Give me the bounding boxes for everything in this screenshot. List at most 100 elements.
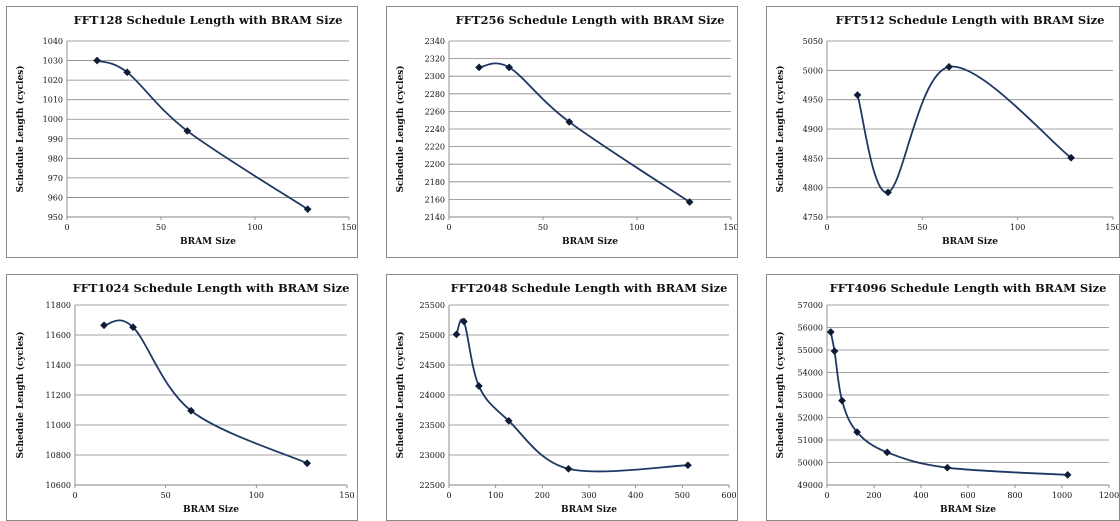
x-tick-label: 1200	[1099, 491, 1119, 500]
y-tick-label: 4750	[803, 213, 823, 222]
data-point-marker	[505, 63, 514, 72]
x-tick-label: 100	[247, 223, 262, 232]
chart-title: FFT2048 Schedule Length with BRAM Size	[451, 281, 728, 295]
y-tick-label: 4950	[803, 96, 823, 105]
y-tick-label: 2140	[425, 213, 445, 222]
y-tick-label: 2260	[425, 107, 445, 116]
data-point-marker	[187, 406, 196, 415]
y-tick-label: 11000	[46, 421, 71, 430]
y-tick-label: 2160	[425, 195, 445, 204]
y-tick-label: 4800	[803, 184, 823, 193]
x-tick-label: 200	[535, 491, 550, 500]
y-tick-label: 1040	[43, 37, 63, 46]
y-tick-label: 5050	[803, 37, 823, 46]
data-point-marker	[129, 323, 137, 332]
data-point-marker	[853, 428, 862, 437]
y-axis-label: Schedule Length (cycles)	[15, 331, 26, 458]
data-point-marker	[504, 416, 513, 425]
y-tick-label: 56000	[798, 324, 823, 333]
data-point-marker	[1063, 470, 1072, 479]
y-tick-label: 53000	[798, 391, 823, 400]
y-tick-label: 4900	[803, 125, 823, 134]
data-point-marker	[884, 188, 892, 197]
data-point-marker	[452, 330, 461, 339]
y-tick-label: 23500	[420, 421, 445, 430]
x-tick-label: 0	[824, 223, 829, 232]
y-tick-label: 54000	[798, 369, 823, 378]
data-point-marker	[564, 464, 573, 473]
chart-svg: FFT512 Schedule Length with BRAM Size 475…	[775, 13, 1119, 247]
y-tick-label: 49000	[798, 481, 823, 490]
y-axis-label: Schedule Length (cycles)	[775, 331, 786, 458]
y-tick-label: 23000	[420, 451, 445, 460]
x-tick-label: 300	[581, 491, 596, 500]
x-tick-label: 0	[446, 491, 451, 500]
data-point-marker	[838, 396, 846, 405]
x-tick-label: 150	[723, 223, 737, 232]
x-tick-label: 50	[917, 223, 927, 232]
y-tick-label: 11200	[46, 391, 71, 400]
data-point-marker	[100, 321, 108, 330]
y-tick-label: 5000	[803, 66, 823, 75]
y-tick-label: 2280	[425, 90, 445, 99]
x-tick-label: 50	[538, 223, 548, 232]
y-tick-label: 950	[48, 213, 63, 222]
x-axis-label: BRAM Size	[942, 237, 998, 247]
x-tick-label: 100	[629, 223, 644, 232]
chart-fft256: FFT256 Schedule Length with BRAM Size 214…	[386, 6, 738, 258]
data-point-marker	[945, 62, 953, 71]
data-point-marker	[853, 91, 862, 99]
x-tick-label: 150	[339, 491, 354, 500]
x-tick-label: 50	[156, 223, 166, 232]
y-tick-label: 11400	[46, 361, 71, 370]
y-tick-label: 22500	[420, 481, 445, 490]
x-tick-label: 800	[1007, 491, 1022, 500]
x-tick-label: 0	[824, 491, 829, 500]
y-tick-label: 50000	[798, 459, 823, 468]
y-tick-label: 51000	[798, 436, 823, 445]
data-point-marker	[123, 68, 132, 77]
y-tick-label: 10600	[46, 481, 71, 490]
data-point-marker	[474, 382, 483, 390]
y-tick-label: 2220	[425, 143, 445, 152]
y-tick-label: 11600	[46, 331, 71, 340]
y-tick-label: 1010	[43, 96, 63, 105]
x-tick-label: 0	[446, 223, 451, 232]
chart-title: FFT128 Schedule Length with BRAM Size	[74, 13, 343, 27]
y-tick-label: 24500	[420, 361, 445, 370]
data-point-marker	[303, 459, 312, 468]
x-tick-label: 600	[960, 491, 975, 500]
y-tick-label: 2340	[425, 37, 445, 46]
series-line	[829, 331, 1068, 476]
chart-fft128: FFT128 Schedule Length with BRAM Size 950…	[6, 6, 358, 258]
y-axis-label: Schedule Length (cycles)	[395, 65, 406, 192]
chart-fft2048: FFT2048 Schedule Length with BRAM Size 22…	[386, 274, 738, 521]
x-axis-label: BRAM Size	[183, 505, 239, 515]
x-tick-label: 150	[1105, 223, 1119, 232]
x-tick-label: 1000	[1052, 491, 1072, 500]
series-line	[96, 59, 309, 210]
x-tick-label: 0	[64, 223, 69, 232]
y-tick-label: 4850	[803, 154, 823, 163]
data-point-marker	[565, 118, 574, 126]
y-tick-label: 55000	[798, 346, 823, 355]
chart-fft1024: FFT1024 Schedule Length with BRAM Size 10…	[6, 274, 358, 521]
data-point-marker	[826, 328, 835, 336]
x-tick-label: 600	[721, 491, 736, 500]
data-point-marker	[93, 56, 102, 65]
y-tick-label: 10800	[46, 451, 71, 460]
chart-svg: FFT4096 Schedule Length with BRAM Size 49…	[775, 281, 1119, 515]
chart-title: FFT256 Schedule Length with BRAM Size	[456, 13, 725, 27]
data-point-marker	[683, 461, 692, 470]
y-tick-label: 1020	[43, 76, 63, 85]
x-tick-label: 150	[341, 223, 356, 232]
series-line	[103, 319, 308, 465]
data-point-marker	[475, 63, 484, 72]
y-tick-label: 2300	[425, 72, 445, 81]
data-point-marker	[459, 317, 468, 326]
y-tick-label: 2320	[425, 55, 445, 64]
y-tick-label: 11800	[46, 301, 71, 310]
x-tick-label: 500	[675, 491, 690, 500]
y-tick-label: 1030	[43, 57, 63, 66]
x-tick-label: 100	[488, 491, 503, 500]
